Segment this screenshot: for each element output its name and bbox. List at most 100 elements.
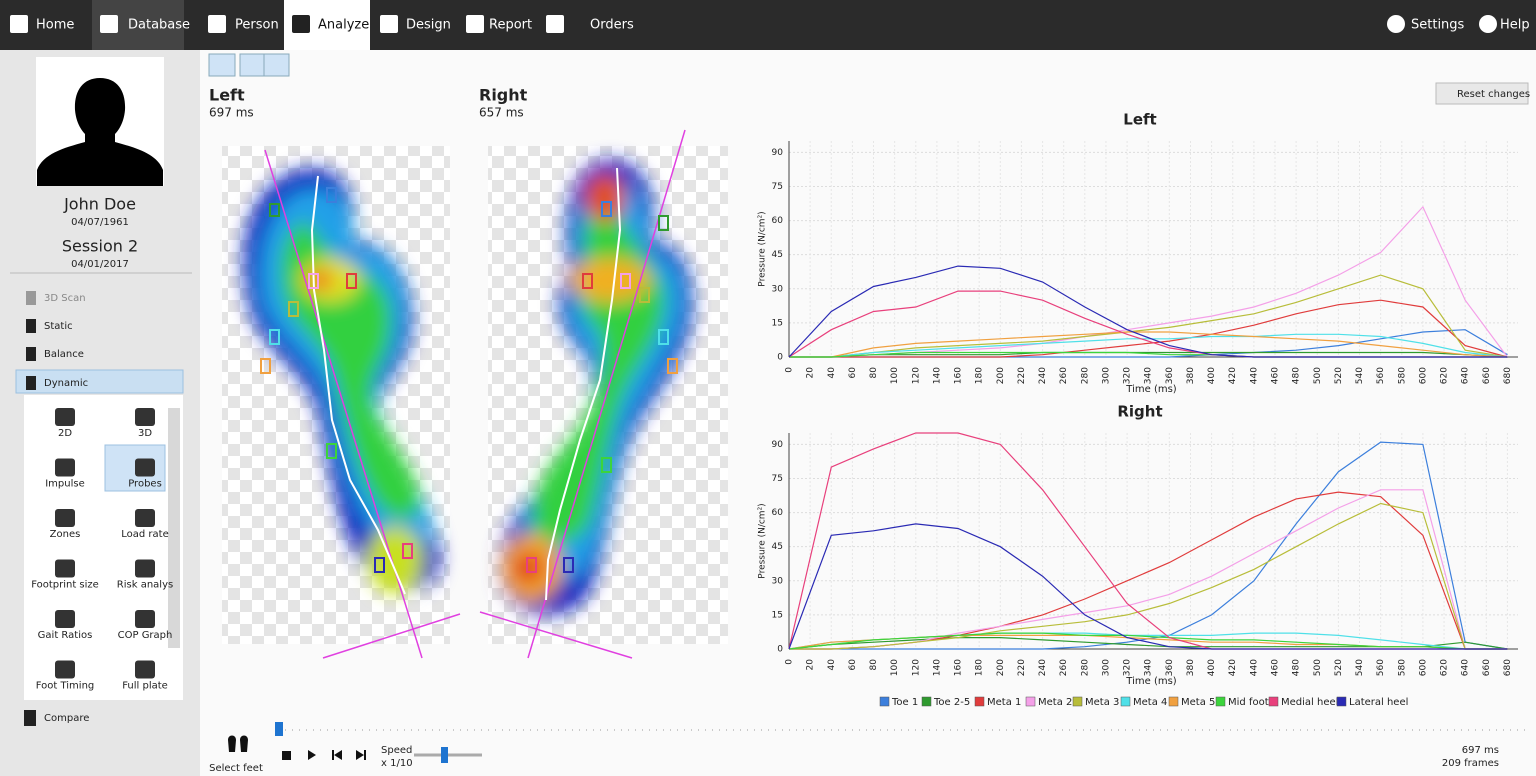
tool-icon bbox=[135, 408, 155, 426]
menu-item[interactable]: Static bbox=[44, 321, 73, 332]
x-tick-label: 160 bbox=[954, 367, 964, 384]
x-tick-label: 300 bbox=[1101, 367, 1111, 384]
series-line bbox=[789, 299, 1508, 358]
x-tick-label: 300 bbox=[1101, 659, 1111, 676]
x-tick-label: 400 bbox=[1207, 659, 1217, 676]
x-tick-label: 560 bbox=[1376, 659, 1386, 676]
tool-label[interactable]: 2D bbox=[58, 428, 72, 439]
speed-handle[interactable] bbox=[441, 747, 448, 763]
menu-item[interactable]: Balance bbox=[44, 349, 84, 360]
x-tick-label: 520 bbox=[1334, 367, 1344, 384]
menu-item[interactable]: 3D Scan bbox=[44, 293, 86, 304]
profile-session_date: 04/01/2017 bbox=[71, 259, 129, 270]
select-feet[interactable]: Select feet bbox=[209, 763, 263, 774]
tool-label[interactable]: Impulse bbox=[45, 479, 85, 490]
menu-icon bbox=[26, 319, 36, 333]
y-tick-label: 30 bbox=[772, 576, 784, 586]
x-tick-label: 260 bbox=[1059, 659, 1069, 676]
x-tick-label: 580 bbox=[1397, 367, 1407, 384]
x-tick-label: 660 bbox=[1482, 367, 1492, 384]
nav-item[interactable]: Help bbox=[1500, 18, 1530, 33]
x-tick-label: 360 bbox=[1165, 367, 1175, 384]
nav-item[interactable]: Report bbox=[489, 18, 532, 33]
x-tick-label: 280 bbox=[1080, 659, 1090, 676]
tool-label[interactable]: Load rate bbox=[121, 529, 168, 540]
tool-label[interactable]: Foot Timing bbox=[36, 681, 95, 692]
x-tick-label: 680 bbox=[1503, 367, 1513, 384]
x-tick-label: 100 bbox=[890, 367, 900, 384]
profile-session: Session 2 bbox=[62, 237, 138, 256]
x-tick-label: 500 bbox=[1313, 659, 1323, 676]
menu-icon bbox=[26, 347, 36, 361]
feet-icon[interactable] bbox=[228, 735, 248, 753]
x-tick-label: 380 bbox=[1186, 659, 1196, 676]
legend-swatch bbox=[1072, 696, 1083, 707]
x-tick-label: 220 bbox=[1017, 659, 1027, 676]
y-tick-label: 15 bbox=[772, 610, 783, 620]
speed-label: Speed bbox=[381, 745, 412, 756]
tool-label[interactable]: Zones bbox=[50, 529, 81, 540]
x-tick-label: 320 bbox=[1123, 659, 1133, 676]
x-tick-label: 60 bbox=[848, 659, 858, 671]
nav-icon bbox=[292, 15, 310, 33]
legend-label: Lateral heel bbox=[1349, 697, 1408, 708]
y-tick-label: 15 bbox=[772, 318, 783, 328]
nav-item[interactable]: Home bbox=[36, 18, 74, 33]
stop[interactable] bbox=[282, 751, 291, 760]
foot-duration: 697 ms bbox=[209, 106, 254, 120]
tool-label[interactable]: Footprint size bbox=[31, 580, 99, 591]
y-tick-label: 0 bbox=[777, 353, 783, 363]
tool-icon bbox=[135, 660, 155, 679]
axis-line bbox=[322, 613, 461, 659]
series-line bbox=[789, 351, 1508, 358]
prev[interactable] bbox=[332, 750, 342, 760]
tool-label[interactable]: Full plate bbox=[122, 681, 168, 692]
tool-label[interactable]: Probes bbox=[128, 479, 162, 490]
reset-label: Reset changes bbox=[1457, 89, 1530, 100]
toggle[interactable] bbox=[208, 53, 236, 77]
nav-item[interactable]: Analyze bbox=[318, 18, 369, 33]
tool-label[interactable]: Gait Ratios bbox=[38, 630, 93, 641]
legend-swatch bbox=[1120, 696, 1131, 707]
tool-label[interactable]: Risk analys bbox=[117, 580, 173, 591]
nav-item[interactable]: Settings bbox=[1411, 18, 1465, 33]
profile-birth: 04/07/1961 bbox=[71, 217, 129, 228]
menu-item[interactable]: Dynamic bbox=[44, 378, 88, 389]
x-tick-label: 640 bbox=[1461, 659, 1471, 676]
x-tick-label: 260 bbox=[1059, 367, 1069, 384]
toggle[interactable] bbox=[263, 53, 290, 77]
next[interactable] bbox=[356, 750, 366, 760]
tool-label[interactable]: 3D bbox=[138, 428, 152, 439]
x-tick-label: 40 bbox=[827, 659, 837, 671]
y-tick-label: 75 bbox=[772, 474, 783, 484]
nav-icon bbox=[100, 15, 118, 33]
y-tick-label: 90 bbox=[772, 440, 784, 450]
x-tick-label: 180 bbox=[975, 367, 985, 384]
x-tick-label: 140 bbox=[932, 367, 942, 384]
tool-icon bbox=[135, 509, 155, 527]
x-tick-label: 440 bbox=[1249, 367, 1259, 384]
nav-item[interactable]: Database bbox=[128, 18, 190, 33]
y-tick-label: 45 bbox=[772, 250, 783, 260]
nav-item[interactable]: Orders bbox=[590, 18, 634, 33]
legend-swatch bbox=[1215, 696, 1226, 707]
play[interactable] bbox=[308, 750, 316, 760]
reset-button[interactable] bbox=[1435, 82, 1529, 105]
x-tick-label: 440 bbox=[1249, 659, 1259, 676]
nav-icon bbox=[208, 15, 226, 33]
nav-item[interactable]: Design bbox=[406, 18, 451, 33]
x-tick-label: 420 bbox=[1228, 659, 1238, 676]
nav-item[interactable]: Person bbox=[235, 18, 279, 33]
legend-label: Meta 5 bbox=[1181, 697, 1215, 708]
toggle[interactable] bbox=[239, 53, 265, 77]
nav-icon bbox=[10, 15, 28, 33]
x-tick-label: 540 bbox=[1355, 659, 1365, 676]
x-tick-label: 180 bbox=[975, 659, 985, 676]
x-tick-label: 20 bbox=[806, 367, 816, 379]
x-tick-label: 120 bbox=[911, 659, 921, 676]
timeline-handle[interactable] bbox=[275, 722, 283, 736]
menu-item[interactable]: Compare bbox=[44, 713, 89, 724]
x-tick-label: 120 bbox=[911, 367, 921, 384]
speed-value: x 1/10 bbox=[381, 758, 413, 769]
tool-label[interactable]: COP Graph bbox=[118, 630, 173, 641]
